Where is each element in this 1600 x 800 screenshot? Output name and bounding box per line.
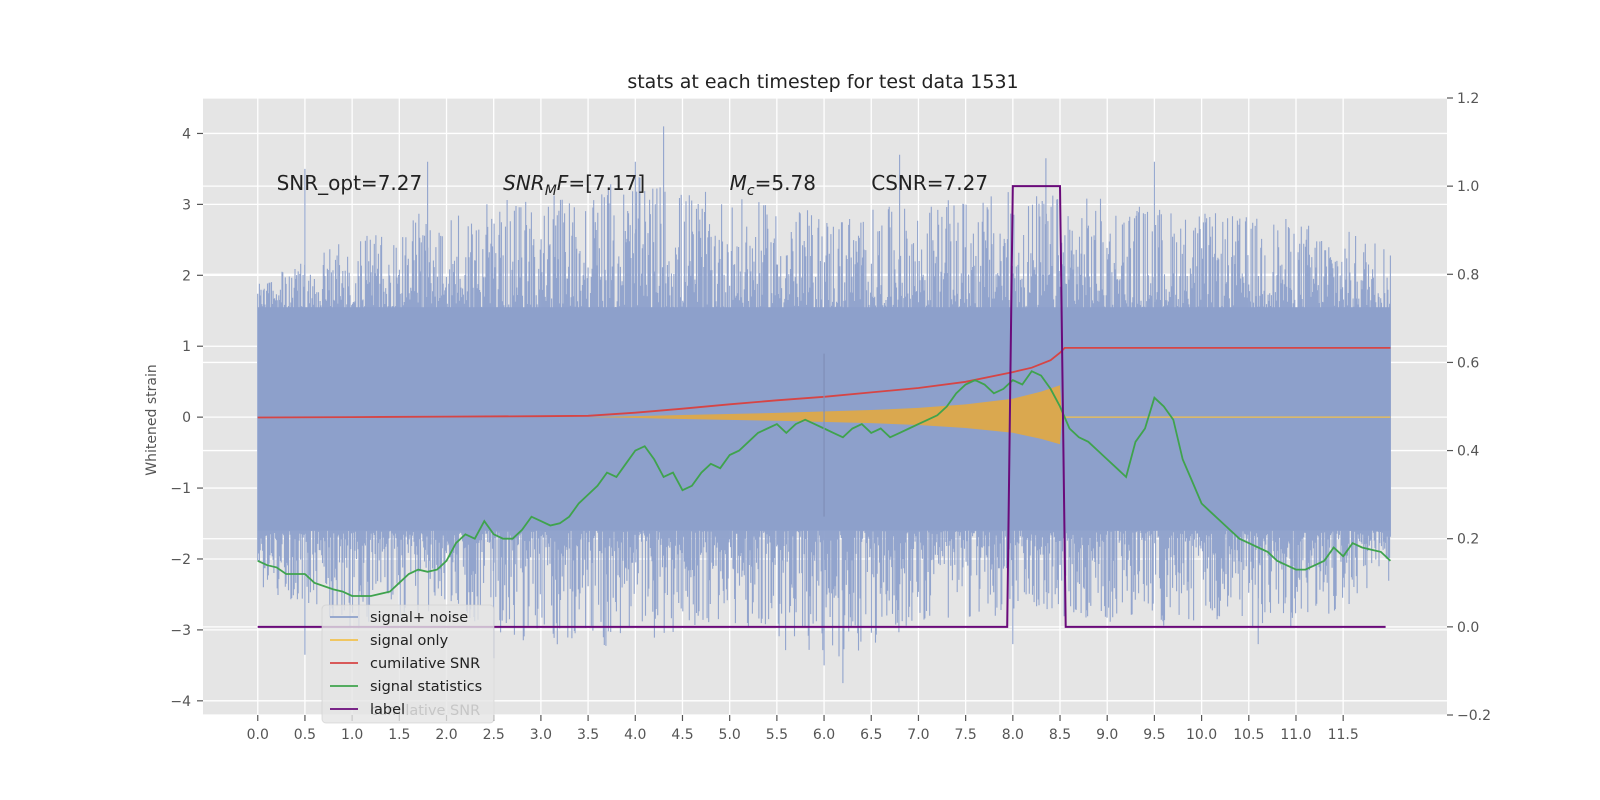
x-tick-label: 6.0	[813, 727, 835, 743]
x-tick-label: 7.5	[955, 727, 977, 743]
x-tick-label: 11.0	[1280, 727, 1311, 743]
x-tick-label: 4.0	[624, 727, 646, 743]
y-tick-label: 0	[182, 410, 191, 426]
y-tick-label: 4	[182, 126, 191, 142]
legend-label: signal statistics	[370, 679, 482, 695]
y2-tick-label: 0.6	[1457, 355, 1479, 371]
x-tick-label: 4.5	[671, 727, 693, 743]
x-tick-label: 6.5	[860, 727, 882, 743]
x-tick-label: 11.5	[1328, 727, 1359, 743]
legend-box	[321, 604, 495, 724]
legend-label: signal+ noise	[370, 610, 468, 626]
y-axis: −4 −3 −2 −1 0 1 2 3 4	[170, 126, 203, 710]
annotation-text: SNR_opt=7.27	[277, 171, 423, 195]
annotation-text: Mc=5.78	[730, 171, 816, 199]
y-tick-label: 2	[182, 268, 191, 284]
y-tick-label: −3	[170, 623, 191, 639]
y-tick-label: −4	[170, 694, 191, 710]
x-tick-label: 9.0	[1096, 727, 1118, 743]
x-tick-label: 7.0	[907, 727, 929, 743]
y-tick-label: −2	[170, 552, 191, 568]
y-tick-label: 3	[182, 197, 191, 213]
y-tick-label: 1	[182, 339, 191, 355]
plot-area	[257, 126, 1392, 684]
x-tick-label: 0.5	[294, 727, 316, 743]
y2-tick-label: 0.4	[1457, 444, 1479, 460]
y2-tick-label: 1.0	[1457, 179, 1479, 195]
y2-tick-label: 1.2	[1457, 91, 1479, 107]
y2-axis: −0.2 0.0 0.2 0.4 0.6 0.8 1.0 1.2	[1447, 91, 1491, 724]
legend-label: label	[370, 702, 405, 718]
x-tick-label: 1.5	[388, 727, 410, 743]
x-tick-label: 5.0	[719, 727, 741, 743]
annotation-text: CSNR=7.27	[871, 171, 988, 195]
x-tick-label: 2.5	[483, 727, 505, 743]
x-tick-label: 1.0	[341, 727, 363, 743]
label-line	[257, 185, 1386, 628]
y2-tick-label: 0.2	[1457, 532, 1479, 548]
x-tick-label: 8.5	[1049, 727, 1071, 743]
y2-tick-label: 0.8	[1457, 267, 1479, 283]
x-tick-label: 5.5	[766, 727, 788, 743]
x-tick-label: 3.5	[577, 727, 599, 743]
x-axis: 0.0 0.5 1.0 1.5 2.0 2.5 3.0 3.5 4.0 4.5 5.0 5.5 6.0 6…	[247, 715, 1359, 743]
signal-only-band	[588, 385, 1062, 445]
y-tick-label: −1	[170, 481, 191, 497]
annotations: SNR_opt=7.27 SNRMF=[7.17] Mc=5.78 CSNR=7.27	[277, 171, 988, 199]
x-tick-label: 10.0	[1186, 727, 1217, 743]
x-tick-label: 3.0	[530, 727, 552, 743]
legend-label: cumilative SNR	[370, 656, 480, 672]
x-tick-label: 8.0	[1002, 727, 1024, 743]
legend-hidden-text: cumilative SNR	[370, 703, 480, 719]
y2-tick-label: −0.2	[1457, 708, 1491, 724]
legend: cumilative SNR signal+ noise signal only c…	[321, 604, 495, 724]
annotation-text: SNRMF=[7.17]	[503, 171, 645, 199]
x-tick-label: 2.0	[435, 727, 457, 743]
x-tick-label: 10.5	[1233, 727, 1264, 743]
chart-title: stats at each timestep for test data 153…	[627, 71, 1018, 93]
y-axis-label: Whitened strain	[144, 364, 160, 475]
legend-label: signal only	[370, 633, 449, 649]
signal-statistics-line	[257, 370, 1392, 597]
y2-tick-label: 0.0	[1457, 620, 1479, 636]
x-tick-label: 9.5	[1143, 727, 1165, 743]
x-tick-label: 0.0	[247, 727, 269, 743]
